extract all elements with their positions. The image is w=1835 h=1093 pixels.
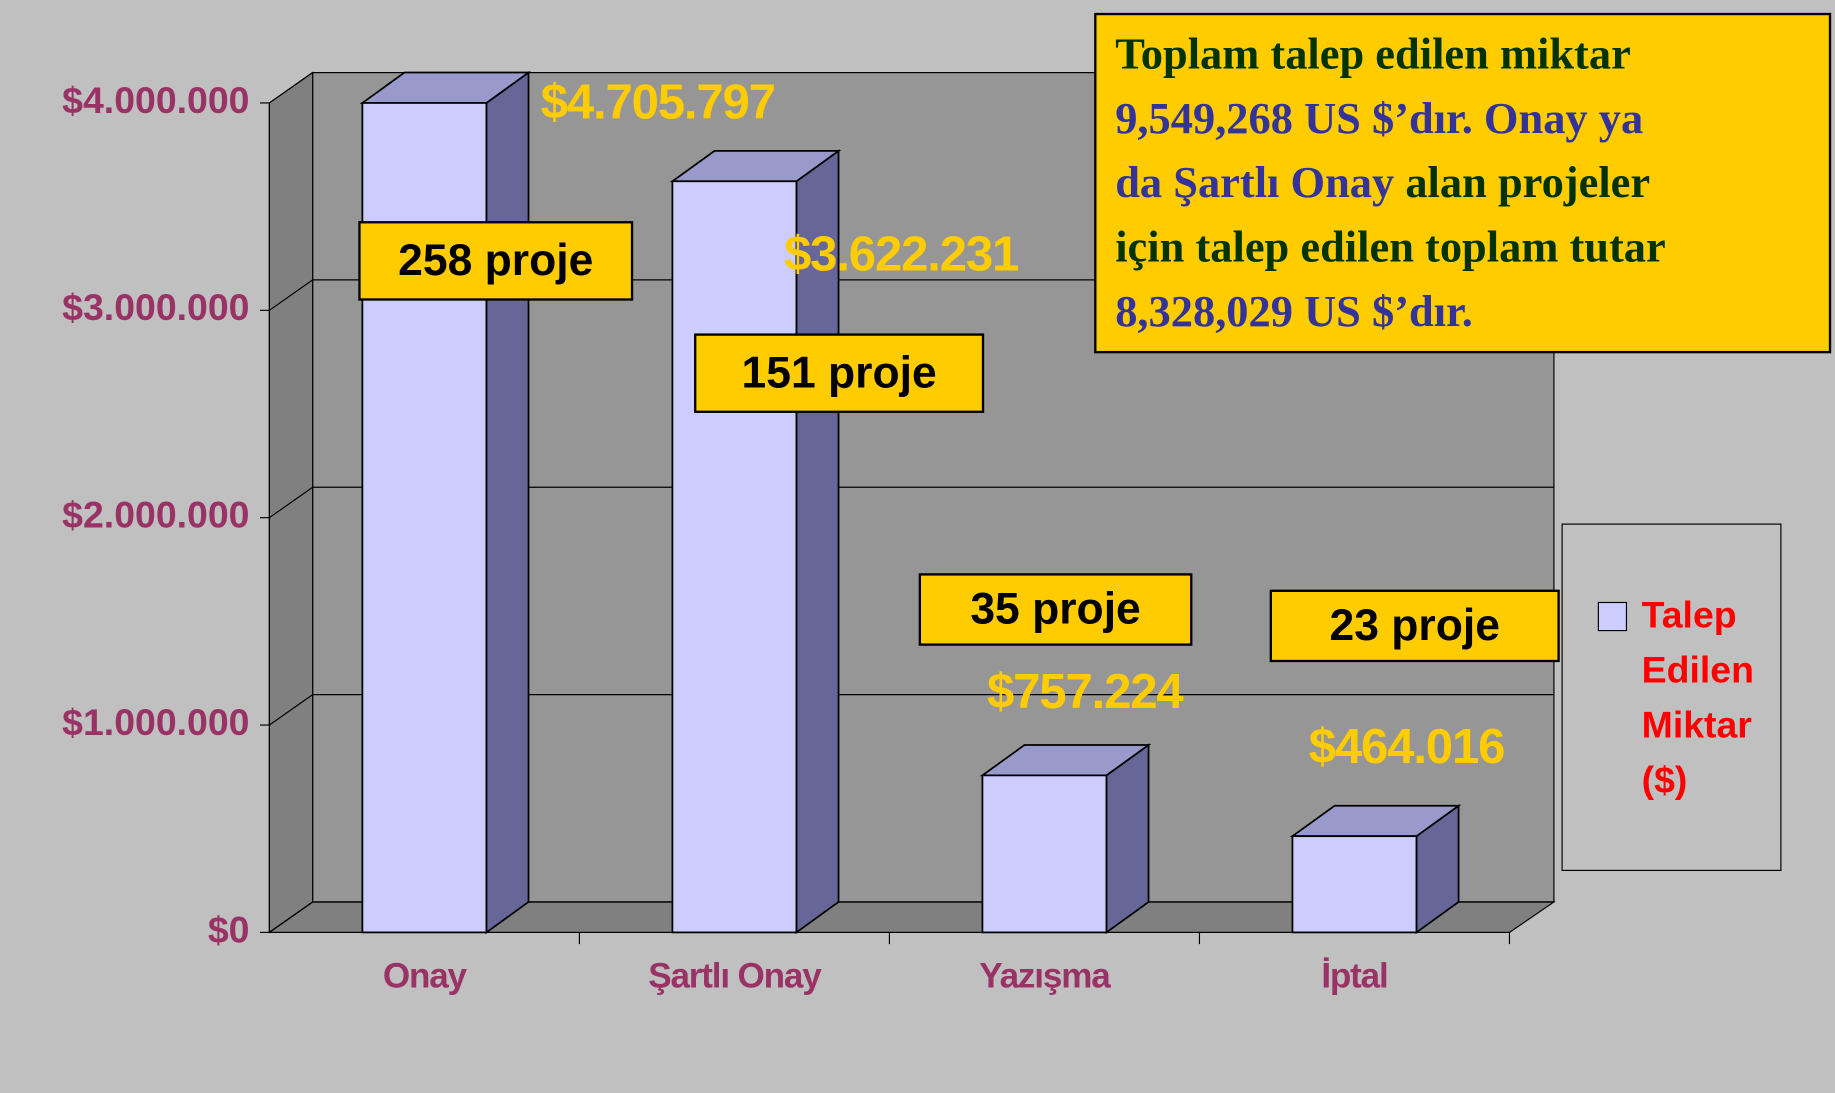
legend-label: Talep Edilen Miktar ($) xyxy=(1642,594,1754,801)
note-text: alan projeler xyxy=(1394,157,1650,207)
legend-word: ($) xyxy=(1642,759,1688,801)
y-tick-label: $2.000.000 xyxy=(62,494,249,536)
annotation-box xyxy=(358,221,634,301)
annotation: 151 proje xyxy=(742,348,937,397)
legend-word: Miktar xyxy=(1642,704,1752,746)
y-tick-label: $3.000.000 xyxy=(62,286,249,328)
note-text: 9,549,268 US $’dır. Onay ya xyxy=(1115,93,1643,143)
note-line: Toplam talep edilen miktar xyxy=(1115,29,1631,79)
y-tick-label: $0 xyxy=(208,908,250,950)
grid-line xyxy=(269,486,314,519)
bar xyxy=(1291,835,1418,934)
note-line: da Şartlı Onay alan projeler xyxy=(1115,157,1650,207)
data-label: $4.705.797 xyxy=(541,75,775,129)
note-text: da Şartlı Onay xyxy=(1115,157,1394,207)
bar-side xyxy=(1105,743,1150,935)
legend-word: Talep xyxy=(1642,594,1737,636)
note-line: 9,549,268 US $’dır. Onay ya xyxy=(1115,93,1643,143)
annotation: 35 proje xyxy=(970,585,1140,634)
y-tick-label: $4.000.000 xyxy=(62,79,249,121)
annotation-box xyxy=(918,573,1193,646)
note-text: 8,328,029 US $’dır. xyxy=(1115,286,1473,336)
data-label: $757.224 xyxy=(987,665,1184,719)
grid-line xyxy=(269,279,314,311)
annotation-box xyxy=(1269,589,1560,663)
bar-side xyxy=(485,70,530,935)
grid-line xyxy=(269,901,314,933)
x-tick-label: Onay xyxy=(383,956,468,995)
grid-line xyxy=(269,72,314,104)
bar xyxy=(671,180,798,934)
note-line: 8,328,029 US $’dır. xyxy=(1115,286,1473,336)
x-tick-label: Yazışma xyxy=(979,956,1111,995)
grid-line xyxy=(269,694,314,726)
annotation-box xyxy=(694,333,985,413)
annotation: 23 proje xyxy=(1329,601,1499,650)
note-text: Toplam talep edilen miktar xyxy=(1115,29,1631,79)
note-line: için talep edilen toplam tutar xyxy=(1115,222,1666,272)
note-box xyxy=(1094,12,1832,354)
x-tick-label: Şartlı Onay xyxy=(648,956,822,995)
data-label: $464.016 xyxy=(1309,720,1505,774)
legend-word: Edilen xyxy=(1642,649,1754,691)
note-text: için talep edilen toplam tutar xyxy=(1115,222,1666,272)
annotation: 258 proje xyxy=(398,236,593,285)
legend-swatch xyxy=(1597,601,1628,632)
x-tick-label: İptal xyxy=(1321,956,1387,995)
y-tick-label: $1.000.000 xyxy=(62,701,249,743)
data-label: $3.622.231 xyxy=(784,227,1018,281)
legend xyxy=(1561,523,1782,871)
bar xyxy=(981,774,1108,934)
